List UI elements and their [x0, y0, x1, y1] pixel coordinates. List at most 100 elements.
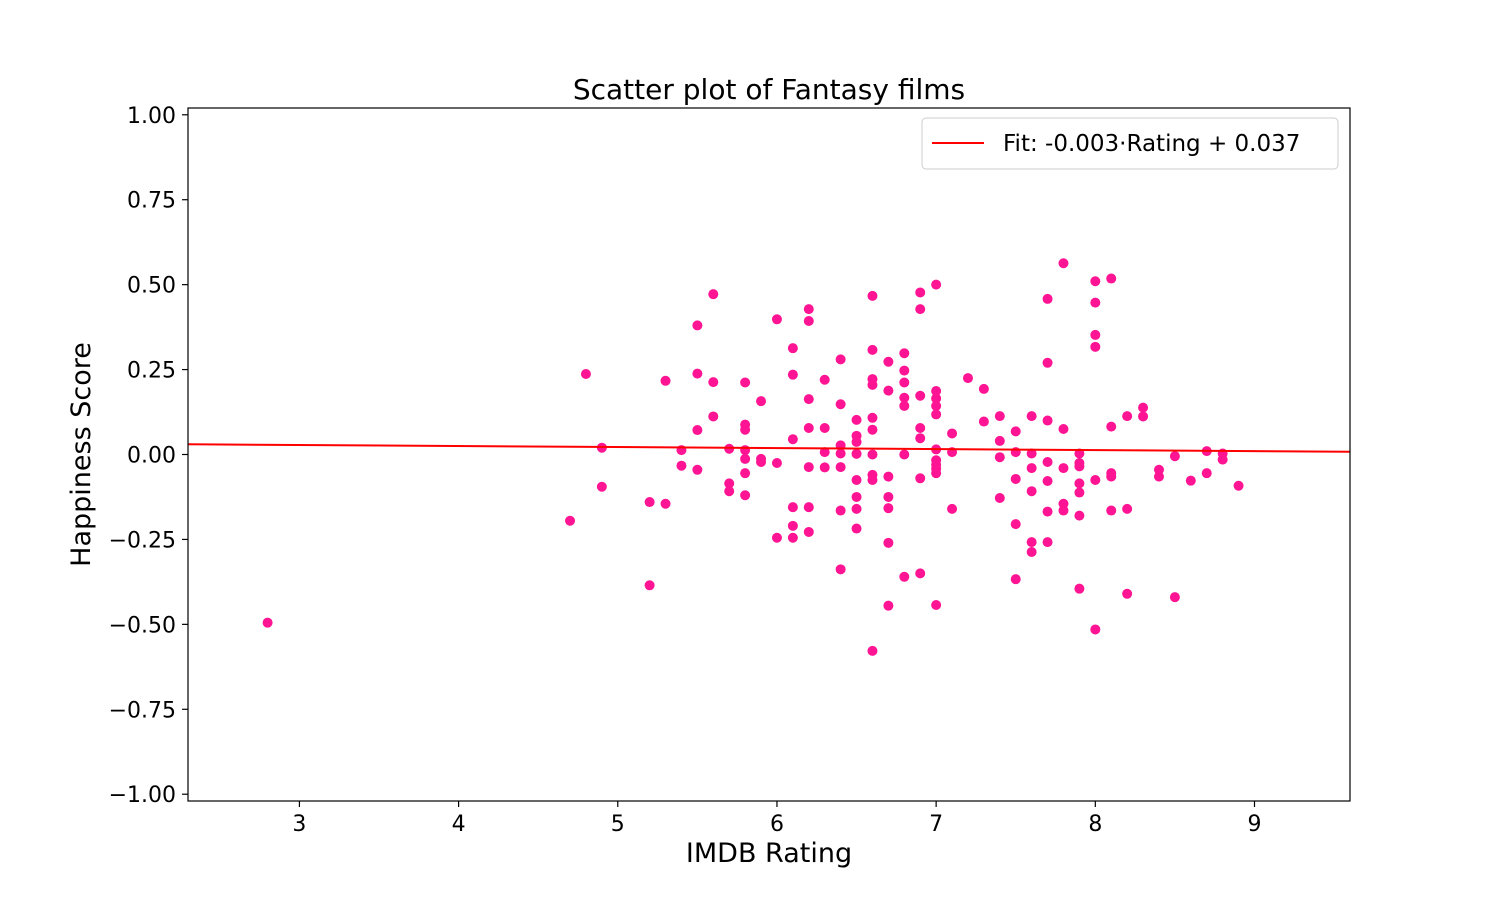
data-point	[819, 374, 830, 385]
data-point	[1042, 475, 1053, 486]
data-point	[740, 445, 751, 456]
chart-title: Scatter plot of Fantasy films	[573, 73, 965, 106]
data-point	[1090, 276, 1101, 287]
data-point	[803, 315, 814, 326]
data-point	[819, 423, 830, 434]
data-point	[787, 502, 798, 513]
data-point	[1169, 451, 1180, 462]
y-tick-label: 1.00	[127, 104, 176, 129]
y-tick-label: −1.00	[109, 783, 176, 808]
data-point	[708, 411, 719, 422]
data-point	[931, 409, 942, 420]
data-point	[724, 478, 735, 489]
data-point	[867, 449, 878, 460]
data-point	[867, 412, 878, 423]
data-point	[1138, 411, 1149, 422]
data-point	[1090, 297, 1101, 308]
data-point	[883, 385, 894, 396]
data-point	[994, 452, 1005, 463]
data-point	[835, 399, 846, 410]
plot-frame	[187, 107, 1351, 802]
data-point	[931, 400, 942, 411]
data-point	[1042, 506, 1053, 517]
data-point	[851, 414, 862, 425]
data-point	[883, 491, 894, 502]
data-point	[899, 571, 910, 582]
y-tick-label: −0.75	[109, 698, 176, 723]
data-point	[883, 600, 894, 611]
data-point	[883, 537, 894, 548]
data-point	[740, 424, 751, 435]
data-point	[1010, 426, 1021, 437]
axis-ticks: 3 4 5 6 7 8 9 −1.00 −0.75 −0.50 −0.25 0.00 0.25 0.50 0…	[109, 104, 1262, 837]
data-point	[740, 377, 751, 388]
data-point	[899, 348, 910, 359]
data-point	[1074, 583, 1085, 594]
data-point	[915, 390, 926, 401]
data-point	[756, 456, 767, 467]
data-point	[1026, 411, 1037, 422]
data-point	[915, 287, 926, 298]
data-point	[1026, 463, 1037, 474]
data-point	[931, 393, 942, 404]
data-point	[899, 392, 910, 403]
data-point	[1090, 474, 1101, 485]
data-point	[787, 434, 798, 445]
data-point	[803, 526, 814, 537]
data-point	[756, 396, 767, 407]
x-axis-label: IMDB Rating	[686, 838, 852, 869]
data-point	[1074, 478, 1085, 489]
data-point	[708, 377, 719, 388]
data-point	[851, 448, 862, 459]
data-point	[1233, 480, 1244, 491]
data-point	[692, 320, 703, 331]
data-point	[867, 379, 878, 390]
data-point	[867, 645, 878, 656]
data-point	[931, 599, 942, 610]
data-point	[1106, 273, 1117, 284]
data-point	[851, 523, 862, 534]
data-point	[1026, 537, 1037, 548]
x-tick-label: 5	[611, 812, 625, 837]
data-point	[787, 343, 798, 354]
data-point	[931, 468, 942, 479]
legend: Fit: -0.003·Rating + 0.037	[921, 117, 1339, 170]
y-tick-label: 0.50	[127, 274, 176, 299]
x-tick-label: 7	[929, 812, 943, 837]
data-point	[644, 497, 655, 508]
data-point	[1074, 510, 1085, 521]
data-point	[1058, 463, 1069, 474]
data-point	[1010, 574, 1021, 585]
data-point	[1090, 624, 1101, 635]
x-tick-label: 3	[292, 812, 306, 837]
data-point	[660, 498, 671, 509]
data-point	[660, 375, 671, 386]
data-point	[851, 503, 862, 514]
data-point	[1058, 424, 1069, 435]
data-point	[835, 462, 846, 473]
data-point	[1074, 461, 1085, 472]
data-point	[740, 490, 751, 501]
data-point	[724, 486, 735, 497]
data-point	[1090, 341, 1101, 352]
data-point	[1042, 456, 1053, 467]
data-point	[1122, 588, 1133, 599]
data-point	[676, 460, 687, 471]
data-point	[1026, 486, 1037, 497]
data-point	[819, 447, 830, 458]
data-point	[1042, 357, 1053, 368]
data-point	[1153, 471, 1164, 482]
x-tick-label: 4	[452, 812, 466, 837]
data-point	[740, 468, 751, 479]
data-point	[1217, 454, 1228, 465]
data-point	[899, 449, 910, 460]
data-point	[262, 617, 273, 628]
data-point	[1106, 421, 1117, 432]
y-axis-label: Happiness Score	[66, 342, 97, 567]
data-point	[803, 394, 814, 405]
data-point	[915, 568, 926, 579]
data-point	[1042, 415, 1053, 426]
data-point	[915, 473, 926, 484]
data-point	[915, 304, 926, 315]
